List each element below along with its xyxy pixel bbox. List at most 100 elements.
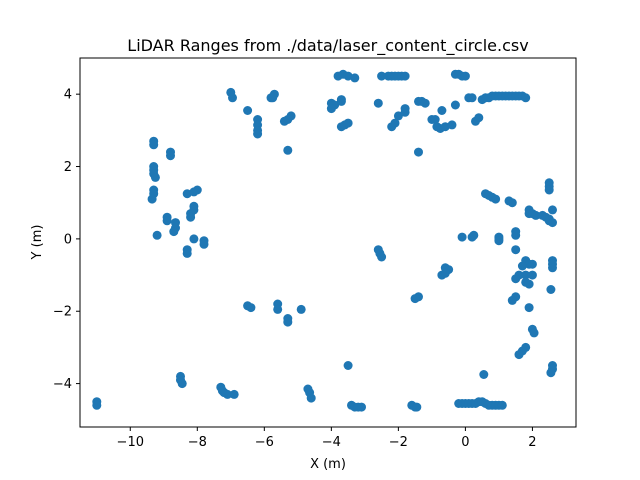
data-point: [430, 115, 440, 124]
data-point: [189, 234, 199, 244]
data-point: [343, 118, 353, 128]
data-point: [149, 140, 159, 150]
y-tick-label: −4: [53, 377, 72, 392]
plot-frame: [79, 57, 577, 428]
data-point: [253, 129, 263, 139]
x-axis-label: X (m): [310, 457, 346, 472]
data-point: [507, 295, 517, 305]
data-point: [546, 285, 556, 294]
data-point: [152, 230, 162, 240]
data-point: [514, 350, 524, 360]
data-point: [393, 111, 403, 121]
data-point: [268, 93, 278, 103]
data-point: [246, 303, 256, 313]
data-point: [511, 230, 521, 240]
x-tick-label: −8: [188, 435, 207, 450]
data-point: [336, 96, 346, 106]
x-tick-label: −4: [322, 435, 341, 450]
data-point: [544, 185, 554, 195]
data-point: [228, 93, 237, 103]
data-point: [343, 361, 353, 370]
data-point: [229, 389, 239, 399]
data-point: [326, 104, 336, 114]
data-point: [162, 216, 172, 226]
data-point: [521, 270, 531, 280]
data-point: [474, 113, 484, 123]
data-point: [524, 279, 534, 289]
data-point: [357, 402, 366, 412]
data-point: [524, 303, 534, 313]
x-tick-label: −10: [117, 435, 144, 450]
data-point: [507, 198, 517, 208]
data-point: [517, 261, 527, 271]
data-point: [377, 71, 387, 81]
data-point: [147, 194, 157, 204]
data-point: [521, 93, 531, 103]
y-axis: −4 −2 0 2 4: [53, 88, 80, 392]
data-point: [457, 232, 467, 242]
x-tick-label: 0: [461, 435, 469, 450]
data-point: [217, 386, 227, 396]
data-point: [527, 259, 537, 269]
data-point: [296, 304, 306, 314]
data-point: [306, 393, 316, 403]
data-point: [414, 147, 423, 157]
y-tick-label: 4: [64, 88, 72, 103]
data-point: [92, 400, 102, 410]
data-point: [412, 402, 422, 412]
data-point: [400, 71, 410, 81]
data-point: [177, 379, 187, 389]
data-point: [169, 227, 179, 237]
data-point: [390, 118, 400, 128]
x-tick-label: −6: [255, 435, 274, 450]
data-point: [350, 73, 360, 83]
data-point: [548, 205, 557, 215]
data-point: [373, 98, 383, 108]
x-axis: −10 −8 −6 −4 −2 0 2: [117, 427, 537, 450]
y-axis-label: Y (m): [30, 225, 45, 261]
x-tick-label: 2: [528, 435, 536, 450]
data-point: [166, 151, 175, 161]
data-point: [511, 274, 521, 284]
chart-title: LiDAR Ranges from ./data/laser_content_c…: [127, 36, 528, 56]
data-point: [150, 172, 160, 182]
data-point: [546, 368, 556, 378]
data-point: [450, 100, 460, 110]
data-point: [511, 245, 521, 255]
data-point: [420, 98, 430, 108]
data-point: [273, 304, 283, 314]
data-point: [529, 328, 539, 338]
data-point: [199, 239, 209, 249]
data-point: [497, 400, 507, 410]
data-point: [460, 71, 470, 81]
data-point: [437, 106, 447, 115]
data-point: [286, 111, 296, 121]
x-tick-label: −2: [389, 435, 408, 450]
points-layer: [92, 69, 557, 412]
data-point: [283, 145, 293, 155]
data-point: [469, 230, 479, 240]
data-point: [548, 218, 557, 228]
data-point: [243, 106, 253, 115]
data-point: [182, 248, 192, 258]
data-point: [479, 370, 489, 379]
data-point: [283, 317, 293, 327]
data-point: [400, 104, 410, 114]
data-point: [548, 263, 557, 273]
data-point: [410, 294, 420, 304]
data-point: [491, 194, 501, 204]
data-point: [531, 210, 541, 220]
y-tick-label: 2: [64, 160, 72, 175]
data-point: [186, 212, 196, 222]
data-point: [467, 93, 477, 103]
data-point: [440, 268, 450, 278]
data-point: [527, 270, 537, 280]
data-point: [192, 185, 202, 195]
data-point: [447, 120, 457, 130]
y-tick-label: −2: [53, 305, 72, 320]
data-point: [494, 236, 504, 246]
data-point: [377, 252, 387, 262]
y-tick-label: 0: [64, 232, 72, 247]
